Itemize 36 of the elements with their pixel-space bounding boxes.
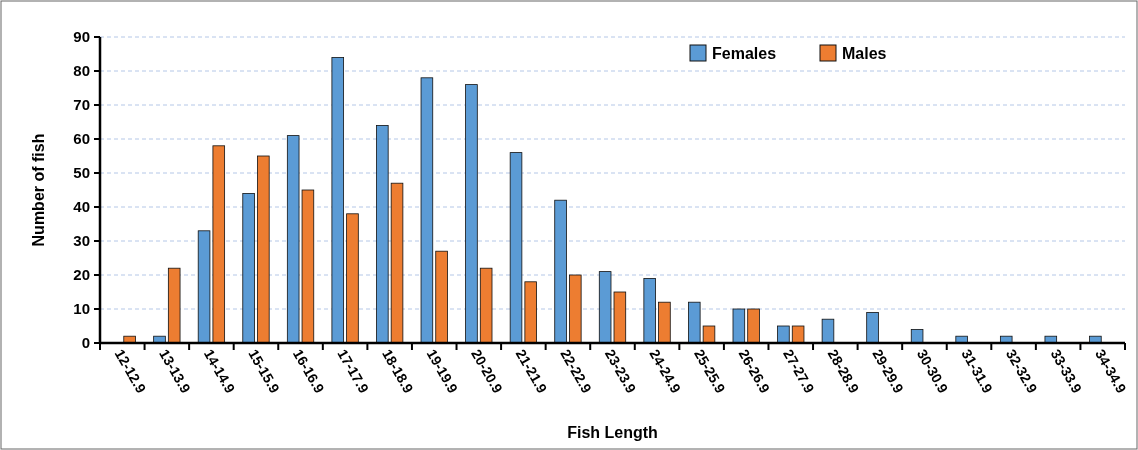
- bar: [435, 250, 448, 344]
- bar: [569, 274, 582, 344]
- y-tick-label: 80: [73, 62, 90, 80]
- y-tick-label: 60: [73, 130, 90, 148]
- bar: [390, 182, 404, 344]
- bar: [346, 213, 359, 344]
- bar: [910, 329, 924, 344]
- y-tick-label: 90: [73, 28, 90, 46]
- bar: [420, 77, 434, 344]
- x-axis-title: Fish Length: [567, 424, 658, 441]
- y-tick-label: 20: [73, 266, 90, 284]
- legend-label: Males: [842, 44, 887, 62]
- y-tick-label: 50: [73, 164, 90, 182]
- y-tick-label: 0: [81, 334, 90, 352]
- bar: [554, 199, 567, 344]
- bar: [376, 125, 389, 344]
- bar: [821, 318, 835, 344]
- bar: [777, 325, 790, 344]
- bar: [791, 325, 805, 344]
- bar: [658, 301, 671, 344]
- y-tick-label: 70: [73, 96, 90, 114]
- bar: [167, 267, 181, 344]
- bar: [747, 308, 760, 344]
- bar: [643, 278, 656, 344]
- y-tick-label: 30: [73, 232, 90, 250]
- y-tick-label: 10: [73, 300, 90, 318]
- bar: [866, 312, 879, 344]
- bar: [732, 308, 746, 344]
- y-tick-label: 40: [73, 198, 90, 216]
- legend-label: Females: [712, 44, 777, 62]
- bar: [479, 267, 493, 344]
- y-axis-title: Number of fish: [30, 133, 47, 247]
- bar: [465, 84, 478, 344]
- bar: [242, 193, 255, 344]
- bar: [257, 155, 270, 344]
- bar: [331, 57, 345, 344]
